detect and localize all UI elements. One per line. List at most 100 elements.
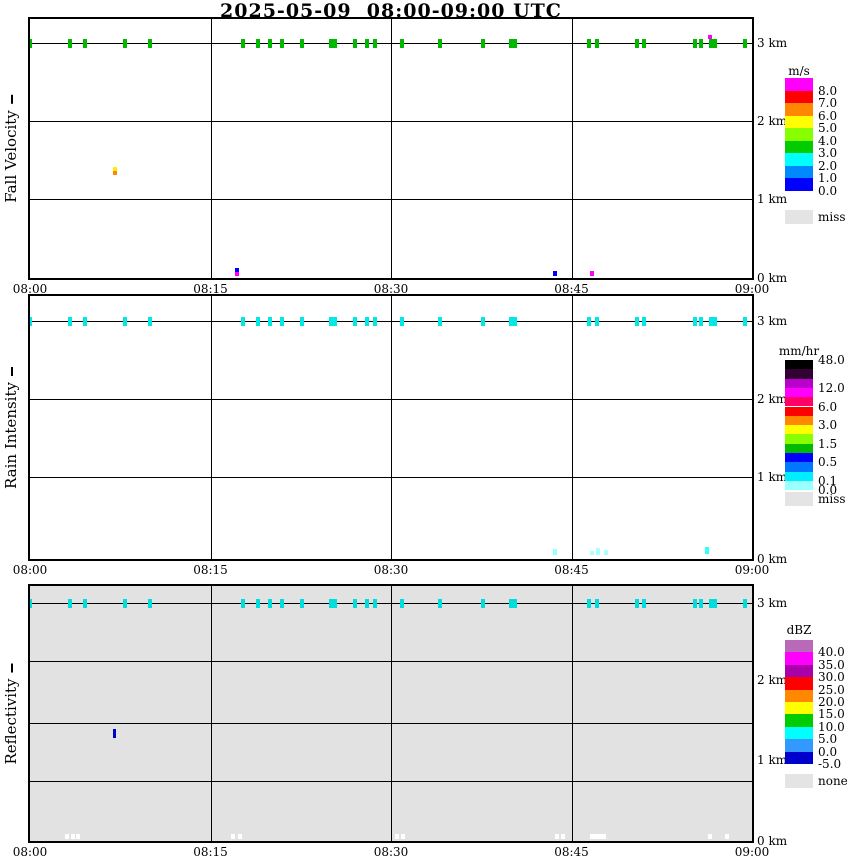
echo-mark <box>279 39 284 48</box>
echo-mark <box>509 599 518 608</box>
x-tick-label: 09:00 <box>734 845 770 859</box>
echo-speck <box>590 834 606 839</box>
echo-speck <box>708 834 712 839</box>
echo-speck <box>65 834 69 839</box>
panel-ylabel-reflectivity: Reflectivity <box>2 663 20 764</box>
x-tick-label: 08:00 <box>12 563 48 577</box>
legend-cell <box>785 689 813 702</box>
x-tick-label: 08:45 <box>554 282 589 296</box>
legend-cell <box>785 115 813 128</box>
echo-mark <box>279 599 284 608</box>
panel-ylabel-rain-intensity: Rain Intensity <box>2 367 20 489</box>
y-tick-label: 0 km <box>757 271 788 285</box>
echo-mark <box>698 317 703 326</box>
legend-tick-label: 40.0 <box>818 645 845 660</box>
legend-cell <box>785 397 813 407</box>
legend-cell <box>785 664 813 678</box>
echo-speck <box>555 834 559 839</box>
echo-mark <box>399 599 404 608</box>
echo-speck <box>113 171 117 175</box>
echo-mark <box>480 599 485 608</box>
echo-mark <box>123 317 128 326</box>
echo-mark <box>373 599 378 608</box>
x-tick-label: 08:45 <box>554 563 589 577</box>
legend-tick-label: 6.0 <box>818 399 838 414</box>
legend-tick-label: 0.0 <box>818 744 838 759</box>
echo-mark <box>373 317 378 326</box>
legend-tick-label: 7.0 <box>818 96 838 110</box>
echo-mark <box>698 599 703 608</box>
legend-cell <box>785 652 813 665</box>
echo-mark <box>742 317 747 326</box>
legend-cell <box>785 739 813 752</box>
x-tick-label: 08:15 <box>193 282 228 296</box>
echo-mark <box>147 39 152 48</box>
panel-fall-velocity <box>28 17 754 280</box>
legend-cell <box>785 360 813 370</box>
echo-mark <box>352 599 357 608</box>
echo-speck <box>705 547 709 554</box>
echo-mark <box>267 317 272 326</box>
echo-mark-cap <box>708 35 712 39</box>
echo-mark <box>279 317 284 326</box>
echo-mark <box>641 39 646 48</box>
echo-speck <box>113 167 117 171</box>
echo-mark <box>329 599 338 608</box>
echo-speck <box>553 271 557 276</box>
legend-tick-label: 12.0 <box>818 380 845 395</box>
echo-mark <box>635 39 640 48</box>
echo-mark <box>586 317 591 326</box>
echo-mark <box>365 317 370 326</box>
echo-speck <box>235 272 239 276</box>
grid-line-vertical <box>210 296 212 559</box>
legend-cell <box>785 178 813 191</box>
echo-mark <box>240 317 245 326</box>
echo-mark <box>635 599 640 608</box>
legend-title-reflectivity: dBZ <box>786 623 812 637</box>
echo-mark <box>329 39 338 48</box>
echo-speck <box>395 834 399 839</box>
legend-tick-label: 0.0 <box>818 483 838 498</box>
legend-cell <box>785 726 813 740</box>
echo-mark <box>399 317 404 326</box>
echo-mark <box>698 39 703 48</box>
echo-mark <box>300 39 305 48</box>
legend-tick-label: 1.0 <box>818 171 838 185</box>
echo-mark <box>300 599 305 608</box>
echo-mark <box>480 39 485 48</box>
echo-speck <box>604 550 608 555</box>
legend-cell <box>785 480 813 491</box>
echo-speck <box>401 834 405 839</box>
echo-mark <box>594 317 599 326</box>
legend-cell <box>785 103 813 116</box>
x-tick-label: 08:00 <box>12 282 48 296</box>
echo-mark <box>742 599 747 608</box>
legend-missing-label: none <box>818 774 848 788</box>
echo-mark <box>438 317 443 326</box>
legend-missing-swatch <box>785 774 813 788</box>
echo-mark <box>365 599 370 608</box>
echo-mark <box>30 317 32 326</box>
echo-mark <box>300 317 305 326</box>
echo-speck <box>71 834 75 839</box>
echo-mark <box>438 39 443 48</box>
legend-cell <box>785 714 813 727</box>
echo-speck <box>238 834 242 839</box>
echo-mark <box>692 317 697 326</box>
legend-cell <box>785 140 813 153</box>
echo-mark <box>82 39 87 48</box>
echo-mark <box>709 317 717 326</box>
echo-speck <box>596 548 600 555</box>
legend-tick-label: 35.0 <box>818 657 845 672</box>
echo-mark <box>82 317 87 326</box>
grid-line-vertical <box>210 19 212 278</box>
legend-cell <box>785 434 813 444</box>
legend-title-fall-velocity: m/s <box>788 64 810 78</box>
legend-cell <box>785 425 813 435</box>
echo-mark <box>67 599 72 608</box>
echo-mark <box>709 39 717 48</box>
echo-mark <box>123 599 128 608</box>
echo-mark <box>399 39 404 48</box>
y-tick-label: 3 km <box>757 596 788 610</box>
